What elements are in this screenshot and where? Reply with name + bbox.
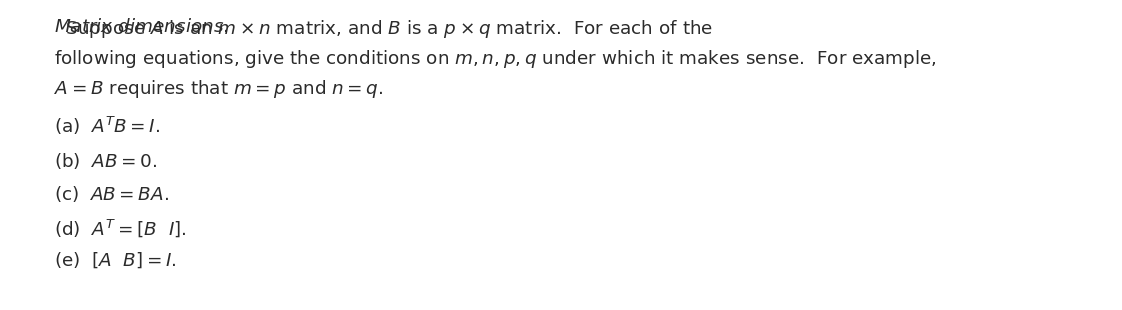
- Text: (e)  $[A\ \ B] = I$.: (e) $[A\ \ B] = I$.: [54, 250, 176, 269]
- Text: (a)  $A^T B = I$.: (a) $A^T B = I$.: [54, 115, 159, 137]
- Text: following equations, give the conditions on $m, n, p, q$ under which it makes se: following equations, give the conditions…: [54, 48, 937, 70]
- Text: (b)  $AB = 0$.: (b) $AB = 0$.: [54, 151, 157, 171]
- Text: $A = B$ requires that $m = p$ and $n = q$.: $A = B$ requires that $m = p$ and $n = q…: [54, 78, 384, 100]
- Text: $\mathit{Matrix\ dimensions.}$: $\mathit{Matrix\ dimensions.}$: [54, 18, 228, 36]
- Text: (c)  $AB = BA$.: (c) $AB = BA$.: [54, 184, 168, 204]
- Text: Suppose $A$ is an $m \times n$ matrix, and $B$ is a $p \times q$ matrix.  For ea: Suppose $A$ is an $m \times n$ matrix, a…: [54, 18, 712, 40]
- Text: (d)  $A^T = [B\ \ I]$.: (d) $A^T = [B\ \ I]$.: [54, 217, 186, 239]
